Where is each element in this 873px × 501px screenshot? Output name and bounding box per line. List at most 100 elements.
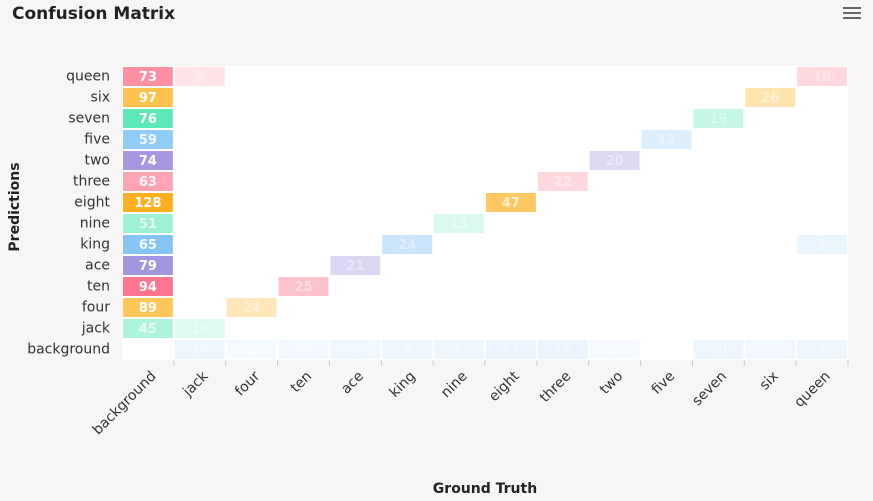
cell xyxy=(174,67,225,86)
cell xyxy=(330,256,381,275)
cell-label: 89 xyxy=(139,301,157,316)
x-tick-label: five xyxy=(649,368,678,397)
cell-label: 8 xyxy=(455,343,464,358)
y-tick-label: queen xyxy=(66,69,110,85)
x-tick-label: three xyxy=(537,368,575,406)
y-tick-label: jack xyxy=(81,321,111,337)
cell-label: 65 xyxy=(139,238,157,253)
y-tick-label: eight xyxy=(74,195,110,211)
cell-label: 45 xyxy=(139,322,157,337)
x-tick-label: nine xyxy=(438,368,471,401)
cell xyxy=(589,151,640,170)
cell-label: 12 xyxy=(554,343,572,358)
cell xyxy=(278,340,329,359)
cell-label: 9 xyxy=(195,70,204,85)
cell xyxy=(123,214,173,233)
y-tick-label: king xyxy=(80,237,110,253)
cell-label: 13 xyxy=(191,322,209,337)
x-tick-label: seven xyxy=(689,368,730,409)
x-tick-label: two xyxy=(597,368,626,397)
cell-label: 19 xyxy=(813,70,831,85)
cell xyxy=(797,235,847,254)
cell xyxy=(797,67,847,86)
x-tick-label: eight xyxy=(486,368,523,405)
y-tick-label: three xyxy=(73,174,110,190)
x-tick-label: ten xyxy=(288,368,316,396)
x-tick-label: six xyxy=(757,368,782,393)
y-tick-label: four xyxy=(82,300,110,316)
y-tick-label: six xyxy=(91,90,110,106)
cell xyxy=(226,298,277,317)
chart-title: Confusion Matrix xyxy=(12,4,175,24)
cell xyxy=(693,109,744,128)
y-tick-label: nine xyxy=(80,216,110,232)
cell xyxy=(486,193,536,212)
cell xyxy=(797,340,847,359)
y-tick-label: five xyxy=(84,132,110,148)
cell-label: 10 xyxy=(709,343,727,358)
cell xyxy=(123,67,173,86)
cell-label: 3 xyxy=(818,238,827,253)
cell xyxy=(123,277,173,296)
cell-label: 74 xyxy=(139,154,157,169)
x-axis-title: Ground Truth xyxy=(433,481,537,497)
cell xyxy=(537,340,588,359)
cell-label: 79 xyxy=(139,259,157,274)
menu-icon[interactable] xyxy=(843,7,861,19)
cell xyxy=(123,88,173,107)
cell xyxy=(745,340,796,359)
cell xyxy=(123,151,173,170)
cell xyxy=(434,340,484,359)
cell-label: 22 xyxy=(554,175,572,190)
cell-label: 76 xyxy=(139,112,157,127)
cell xyxy=(641,130,692,149)
y-tick-label: ace xyxy=(85,258,110,274)
cell-label: 2 xyxy=(247,343,256,358)
cell xyxy=(589,340,640,359)
cell xyxy=(123,130,173,149)
cell-label: 4 xyxy=(299,343,308,358)
cell-label: 10 xyxy=(191,343,209,358)
cell-label: 1 xyxy=(610,343,619,358)
cell xyxy=(382,340,433,359)
cell xyxy=(330,340,381,359)
cell-label: 128 xyxy=(134,196,161,211)
x-tick-label: king xyxy=(387,368,419,400)
cell-label: 8 xyxy=(403,343,412,358)
cell xyxy=(278,277,329,296)
cell-label: 24 xyxy=(243,301,261,316)
cell xyxy=(123,193,173,212)
cell-label: 51 xyxy=(139,217,157,232)
cell xyxy=(123,298,173,317)
cell-label: 12 xyxy=(657,133,675,148)
cell xyxy=(123,109,173,128)
cell-label: 25 xyxy=(294,280,312,295)
cell xyxy=(382,235,433,254)
x-tick-label: jack xyxy=(179,368,212,401)
cell-label: 97 xyxy=(139,91,157,106)
cell xyxy=(434,214,484,233)
cell-label: 26 xyxy=(761,91,779,106)
cell-label: 63 xyxy=(139,175,157,190)
cell-label: 21 xyxy=(346,259,364,274)
cell xyxy=(486,340,536,359)
cell-label: 24 xyxy=(398,238,416,253)
y-axis-title: Predictions xyxy=(7,162,23,251)
x-tick-label: queen xyxy=(791,368,833,410)
cell xyxy=(123,235,173,254)
cell-label: 47 xyxy=(502,196,520,211)
cell xyxy=(174,319,225,338)
cell-label: 8 xyxy=(818,343,827,358)
cell-label: 19 xyxy=(709,112,727,127)
cell xyxy=(693,340,744,359)
cell xyxy=(123,172,173,191)
cell-label: 5 xyxy=(766,343,775,358)
cell xyxy=(123,256,173,275)
plot-area xyxy=(122,66,848,360)
y-tick-label: two xyxy=(84,153,110,169)
cell xyxy=(174,340,225,359)
x-tick-label: background xyxy=(90,368,160,438)
x-tick-label: four xyxy=(232,368,263,399)
y-tick-label: ten xyxy=(87,279,110,295)
